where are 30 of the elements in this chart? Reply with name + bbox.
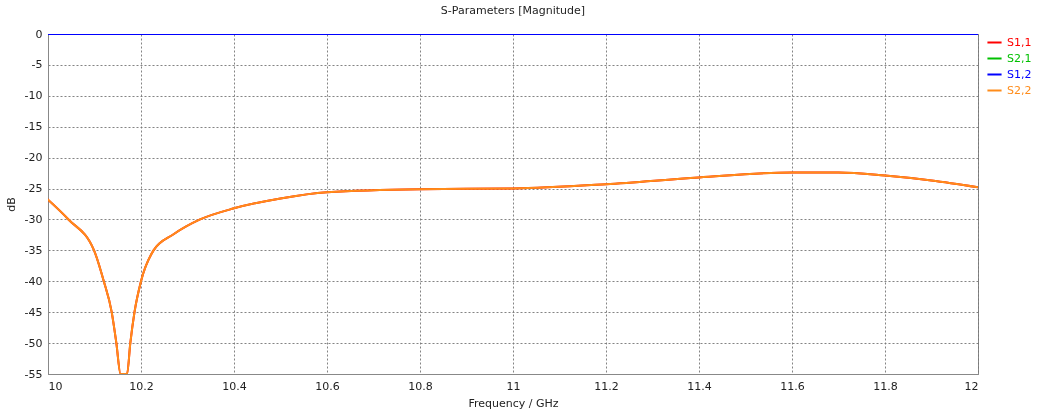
y-tick-label: -10 — [24, 89, 43, 103]
legend-label: S2,2 — [1007, 83, 1032, 97]
legend-label: S2,1 — [1007, 51, 1032, 65]
x-tick-label: 12 — [964, 379, 979, 393]
y-tick-label: -50 — [24, 336, 43, 350]
x-tick-label: 10.2 — [129, 379, 154, 393]
x-tick-label: 11.2 — [594, 379, 619, 393]
y-tick-label: -25 — [24, 182, 43, 196]
x-tick-label: 10 — [48, 379, 63, 393]
legend-label: S1,1 — [1007, 35, 1032, 49]
x-tick-label: 11.8 — [873, 379, 898, 393]
x-tick-label: 11 — [506, 379, 521, 393]
y-tick-label: -15 — [24, 120, 43, 134]
y-tick-label: -35 — [24, 243, 43, 257]
y-axis-title: dB — [4, 197, 18, 212]
chart-title: S-Parameters [Magnitude] — [440, 4, 586, 17]
y-tick-label: -55 — [24, 367, 43, 381]
x-tick-label: 11.6 — [780, 379, 805, 393]
x-axis-title: Frequency / GHz — [468, 396, 559, 409]
y-tick-label: -30 — [24, 212, 43, 226]
x-tick-label: 10.4 — [222, 379, 247, 393]
y-tick-label: -20 — [24, 151, 43, 165]
legend-label: S1,2 — [1007, 67, 1032, 81]
x-tick-label: 11.4 — [687, 379, 712, 393]
x-tick-label: 10.8 — [408, 379, 433, 393]
y-tick-label: -45 — [24, 305, 43, 319]
y-tick-label: -5 — [31, 58, 43, 72]
x-tick-label: 10.6 — [315, 379, 340, 393]
y-tick-label: -40 — [24, 274, 43, 288]
y-tick-label: 0 — [35, 27, 43, 41]
